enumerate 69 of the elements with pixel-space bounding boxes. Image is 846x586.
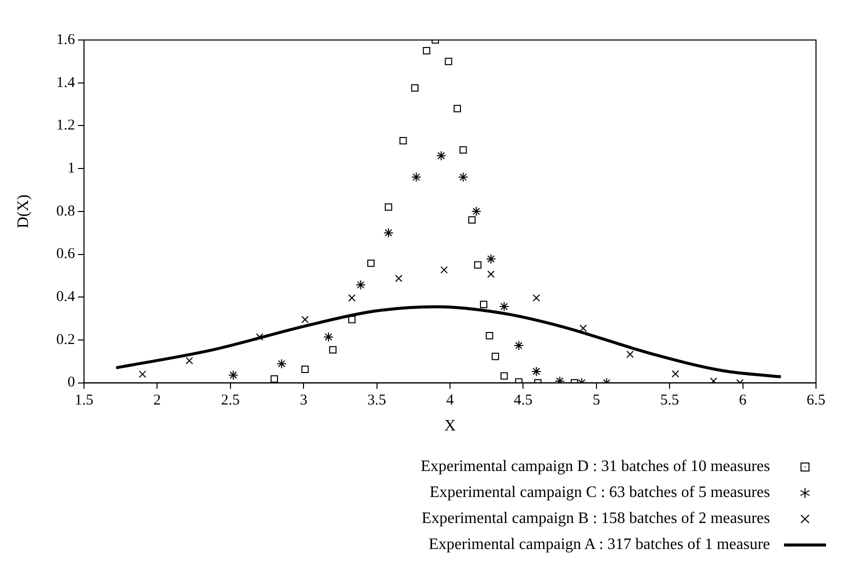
point xyxy=(444,58,452,66)
point xyxy=(500,372,508,380)
point xyxy=(459,146,467,154)
y-axis-title: D(X) xyxy=(14,194,32,228)
point xyxy=(348,294,356,302)
point xyxy=(422,47,430,54)
x-tick-label: 1.5 xyxy=(74,392,94,409)
point xyxy=(348,316,356,324)
point xyxy=(499,302,510,312)
point xyxy=(138,370,146,378)
point xyxy=(411,84,419,92)
x-tick-label: 2.5 xyxy=(220,392,240,409)
x-tick-label: 3 xyxy=(300,392,308,409)
point xyxy=(436,150,446,161)
point xyxy=(468,216,476,224)
y-tick-label: 1.2 xyxy=(56,118,75,134)
point xyxy=(270,375,278,383)
point xyxy=(356,280,366,290)
point xyxy=(514,340,524,351)
point xyxy=(710,377,718,383)
point xyxy=(367,260,375,267)
legend-label: Experimental campaign A : 317 batches of 1 measure xyxy=(428,535,770,555)
y-tick-label: 0.4 xyxy=(56,289,76,306)
point xyxy=(672,370,680,378)
x-tick-label: 4.5 xyxy=(514,392,533,409)
point xyxy=(186,357,194,364)
point xyxy=(383,228,394,238)
point xyxy=(301,316,309,324)
y-tick-label: 0.2 xyxy=(56,332,75,348)
y-tick-label: 0.8 xyxy=(56,203,75,220)
y-tick-label: 1.6 xyxy=(56,32,76,48)
x-tick-label: 5.5 xyxy=(660,392,679,409)
point xyxy=(276,358,287,369)
point xyxy=(580,324,587,332)
x-tick-label: 6 xyxy=(739,392,748,409)
point xyxy=(228,370,238,380)
point xyxy=(454,104,461,112)
point xyxy=(411,172,422,182)
x-tick-label: 2 xyxy=(153,392,161,409)
point xyxy=(395,274,402,282)
point xyxy=(458,172,468,182)
point xyxy=(329,346,337,354)
legend-label: Experimental campaign D : 31 batches of 10 measures xyxy=(420,457,770,477)
point xyxy=(532,294,540,302)
legend-label: Experimental campaign C : 63 batches of 5 measures xyxy=(430,483,770,503)
point xyxy=(626,350,634,358)
y-tick-label: 1.4 xyxy=(56,74,76,91)
point xyxy=(531,366,542,376)
y-tick-label: 0.6 xyxy=(56,246,76,262)
x-tick-label: 3.5 xyxy=(367,392,386,409)
point xyxy=(492,352,500,360)
point xyxy=(440,266,448,274)
point xyxy=(487,270,495,278)
point xyxy=(474,261,482,269)
point xyxy=(301,366,309,373)
x-tick-label: 5 xyxy=(592,392,600,409)
point xyxy=(486,254,496,264)
point xyxy=(323,332,334,342)
point xyxy=(384,203,392,211)
x-tick-label: 4 xyxy=(446,392,454,409)
point xyxy=(480,300,488,308)
point xyxy=(471,206,482,216)
x-axis-title: X xyxy=(444,418,456,435)
legend-label: Experimental campaign B : 158 batches of 2 measures xyxy=(422,509,770,529)
y-tick-label: 1 xyxy=(67,160,75,176)
point xyxy=(486,332,494,340)
point xyxy=(399,137,407,144)
y-tick-label: 0 xyxy=(67,374,75,391)
x-tick-label: 6.5 xyxy=(806,392,826,409)
